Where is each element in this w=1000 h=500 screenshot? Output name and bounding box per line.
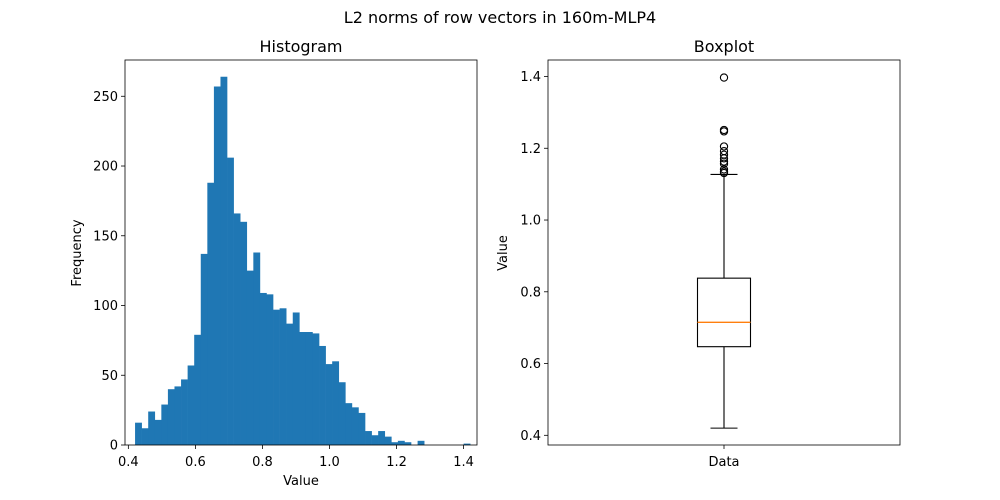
histogram-bar — [286, 323, 294, 445]
histogram-y-tick-label: 200 — [93, 160, 118, 175]
histogram-bar — [233, 213, 241, 445]
histogram-bar — [319, 345, 326, 445]
histogram-bar — [135, 422, 142, 445]
histogram-title: Histogram — [260, 37, 343, 56]
boxplot-outlier-point — [719, 142, 729, 151]
histogram-x-tick-label: 0.4 — [118, 455, 139, 470]
histogram-bar — [463, 443, 471, 445]
figure-suptitle: L2 norms of row vectors in 160m-MLP4 — [344, 8, 656, 27]
histogram-bar — [148, 411, 156, 445]
histogram-bar — [417, 440, 425, 445]
histogram-bar — [227, 157, 234, 445]
histogram-bar — [207, 182, 215, 446]
histogram-x-axis-label: Value — [283, 474, 319, 489]
histogram-y-tick-label: 150 — [93, 229, 118, 244]
boxplot-outlier-point — [719, 127, 729, 136]
histogram-bar — [351, 407, 359, 445]
histogram-bar — [391, 442, 399, 445]
boxplot-outlier-point — [719, 157, 729, 166]
histogram-bar — [161, 404, 169, 445]
histogram-x-tick-label: 0.8 — [252, 455, 273, 470]
histogram-bar — [253, 252, 261, 445]
boxplot-outlier-point — [719, 165, 729, 174]
histogram-bar — [292, 312, 300, 445]
histogram-bar — [325, 364, 333, 445]
histogram-bar — [305, 332, 313, 445]
histogram-panel: Histogram 0.4 0.6 0.8 1.0 1.2 1.4 0 50 100 150 20… — [70, 37, 478, 489]
boxplot-y-axis-label: Value — [496, 235, 511, 271]
boxplot-panel: Boxplot 0.4 0.6 0.8 1.0 1.2 1.4 Data Value — [496, 37, 901, 470]
boxplot-y-ticks: 0.4 0.6 0.8 1.0 1.2 1.4 — [520, 70, 548, 444]
boxplot-outlier-point — [719, 73, 729, 82]
histogram-bar — [358, 412, 366, 445]
histogram-bar — [299, 332, 307, 445]
histogram-bar — [404, 442, 412, 445]
histogram-bar — [338, 382, 346, 445]
boxplot-y-tick-label: 1.2 — [520, 142, 541, 157]
histogram-x-tick-label: 1.4 — [453, 455, 474, 470]
boxplot-outlier-point — [719, 154, 729, 163]
boxplot-y-tick-label: 1.4 — [520, 70, 541, 85]
boxplot-box — [696, 277, 752, 348]
histogram-bar — [273, 309, 280, 445]
histogram-axes-frame — [124, 59, 478, 446]
boxplot-y-tick-label: 0.8 — [520, 285, 541, 300]
histogram-y-axis-label: Frequency — [70, 219, 85, 286]
histogram-y-tick-label: 0 — [110, 439, 118, 454]
histogram-bar — [213, 86, 221, 445]
histogram-bar — [141, 428, 149, 445]
histogram-bar — [365, 431, 372, 445]
boxplot-outlier-point — [719, 168, 729, 178]
histogram-bar — [397, 440, 405, 445]
histogram-bar — [345, 403, 353, 445]
histogram-bar — [220, 76, 228, 445]
histogram-bar — [378, 431, 386, 445]
histogram-x-tick-label: 1.2 — [386, 455, 407, 470]
histogram-bar — [240, 221, 248, 445]
histogram-bar — [332, 361, 340, 445]
histogram-bar — [181, 379, 188, 445]
histogram-bars — [135, 76, 471, 446]
boxplot-y-tick-label: 0.6 — [520, 357, 541, 372]
histogram-x-ticks: 0.4 0.6 0.8 1.0 1.2 1.4 — [118, 445, 474, 470]
histogram-bar — [259, 292, 267, 445]
boxplot-outlier-point — [719, 159, 729, 168]
histogram-bar — [246, 270, 254, 445]
histogram-bar — [200, 253, 208, 445]
histogram-y-tick-label: 50 — [101, 369, 118, 384]
histogram-bar — [167, 389, 175, 445]
boxplot-title: Boxplot — [694, 37, 754, 56]
histogram-y-tick-label: 250 — [93, 90, 118, 105]
boxplot-y-tick-label: 0.4 — [520, 429, 541, 444]
histogram-y-ticks: 0 50 100 150 200 250 — [93, 90, 125, 454]
histogram-y-tick-label: 100 — [93, 299, 118, 314]
histogram-x-tick-label: 1.0 — [319, 455, 340, 470]
histogram-bar — [154, 419, 162, 445]
histogram-bar — [279, 308, 287, 445]
histogram-bar — [371, 435, 379, 445]
histogram-bar — [384, 436, 392, 445]
histogram-bar — [266, 294, 274, 445]
boxplot-elements — [696, 73, 752, 429]
boxplot-category-label: Data — [708, 455, 739, 470]
boxplot-y-tick-label: 1.0 — [520, 214, 541, 229]
histogram-bar — [174, 386, 182, 445]
histogram-x-tick-label: 0.6 — [185, 455, 206, 470]
histogram-bar — [194, 334, 202, 445]
histogram-bar — [187, 365, 195, 445]
histogram-bar — [312, 333, 320, 445]
